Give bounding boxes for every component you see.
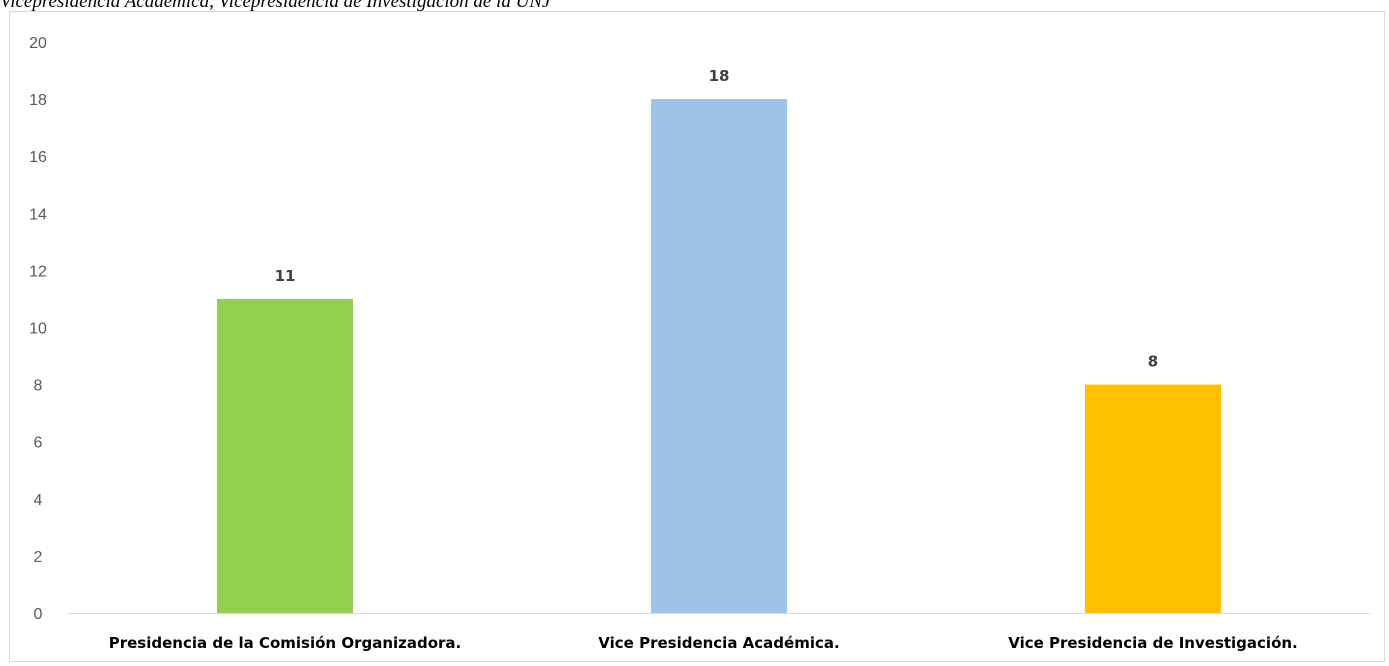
y-tick-label: 0	[34, 606, 43, 623]
category-labels: Presidencia de la Comisión Organizadora.…	[109, 634, 1298, 652]
bar-chart: 0 2 4 6 8 10 12 14 16 18 20 11 18 8 Presidencia de l…	[29, 35, 1370, 652]
data-label-2: 18	[709, 67, 730, 85]
y-axis-ticks: 0 2 4 6 8 10 12 14 16 18 20	[29, 35, 47, 623]
caption-fragment: Vicepresidencia Académica, Vicepresidenc…	[0, 0, 551, 12]
bars	[217, 99, 1221, 614]
bar-1	[217, 298, 353, 613]
y-tick-label: 8	[34, 378, 43, 395]
y-tick-label: 20	[29, 35, 47, 52]
y-tick-label: 2	[34, 549, 43, 566]
data-labels: 11 18 8	[275, 67, 1159, 371]
y-tick-label: 14	[29, 206, 47, 223]
y-tick-label: 18	[29, 92, 47, 109]
category-label-1: Presidencia de la Comisión Organizadora.	[109, 634, 462, 652]
y-tick-label: 4	[34, 492, 43, 509]
data-label-1: 11	[275, 267, 296, 285]
y-tick-label: 12	[29, 263, 47, 280]
y-tick-label: 10	[29, 321, 47, 338]
data-label-3: 8	[1148, 353, 1158, 371]
y-tick-label: 6	[34, 435, 43, 452]
bar-2	[651, 99, 787, 614]
bar-3	[1085, 384, 1221, 613]
y-tick-label: 16	[29, 149, 47, 166]
chart-area: 0 2 4 6 8 10 12 14 16 18 20 11 18 8 Presidencia de l…	[9, 11, 1385, 662]
category-label-3: Vice Presidencia de Investigación.	[1008, 634, 1298, 652]
category-label-2: Vice Presidencia Académica.	[598, 634, 839, 652]
